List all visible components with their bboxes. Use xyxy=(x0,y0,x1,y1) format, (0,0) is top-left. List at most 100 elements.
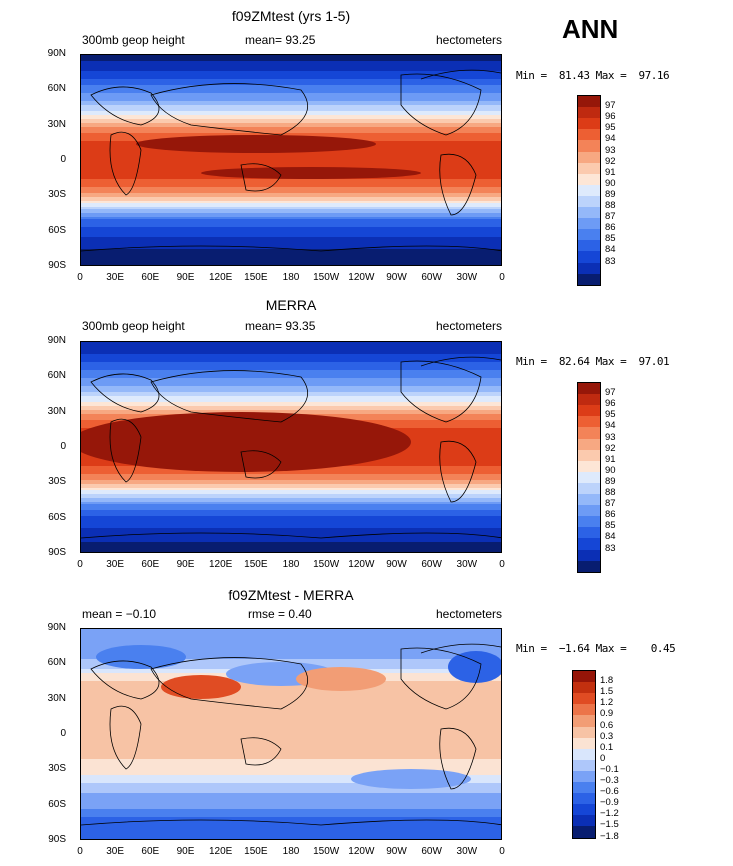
colorbar-swatch xyxy=(578,162,600,175)
field-band xyxy=(81,131,501,134)
field-band xyxy=(81,360,501,363)
field-band xyxy=(81,739,501,742)
field-band xyxy=(81,133,501,136)
lon-tick-label: 90E xyxy=(176,559,195,570)
coastline xyxy=(81,532,501,539)
lon-tick-label: 0 xyxy=(499,272,505,283)
coastline xyxy=(400,360,482,423)
lat-tick-label: 30S xyxy=(48,763,66,775)
field-band xyxy=(81,63,501,66)
map-field xyxy=(81,55,501,265)
field-band xyxy=(81,785,501,788)
min-max-readout: Min = −1.64 Max = 0.45 xyxy=(516,642,676,655)
lon-tick-label: 150W xyxy=(313,272,340,283)
field-band xyxy=(81,247,501,250)
field-band xyxy=(81,504,501,507)
colorbar-swatch xyxy=(578,184,600,197)
coastline xyxy=(439,153,477,216)
lon-tick-label: 180 xyxy=(282,846,300,857)
colorbar-label: 94 xyxy=(605,420,616,432)
field-band xyxy=(81,643,501,646)
field-band xyxy=(81,197,501,200)
field-band xyxy=(81,81,501,84)
field-band xyxy=(81,243,501,246)
field-band xyxy=(81,404,501,407)
field-band xyxy=(81,687,501,690)
lon-tick-label: 90W xyxy=(386,272,407,283)
colorbar-swatch xyxy=(578,505,600,517)
field-band xyxy=(81,799,501,802)
left-label: 300mb geop height xyxy=(82,319,185,333)
field-band xyxy=(81,552,502,553)
field-band xyxy=(81,819,501,822)
lon-tick-label: 60E xyxy=(141,272,160,283)
field-band xyxy=(81,356,501,359)
coastline xyxy=(400,647,482,710)
field-band xyxy=(81,155,501,158)
field-band xyxy=(81,765,501,768)
lon-tick-label: 90W xyxy=(386,559,407,570)
field-band xyxy=(81,647,501,650)
field-positive-region xyxy=(161,675,241,699)
lat-tick-label: 60N xyxy=(47,657,66,669)
colorbar-swatch xyxy=(573,704,595,716)
field-band xyxy=(81,69,501,72)
field-band xyxy=(81,384,501,387)
lat-tick-label: 90N xyxy=(47,335,66,346)
field-band xyxy=(81,518,501,521)
colorbar-label: 1.8 xyxy=(600,675,614,687)
field-band xyxy=(81,749,501,752)
field-band xyxy=(81,707,501,710)
field-band xyxy=(81,763,501,766)
field-band xyxy=(81,199,501,202)
field-band xyxy=(81,237,501,240)
field-band xyxy=(81,773,501,776)
field-band xyxy=(81,233,501,236)
lon-tick-label: 0 xyxy=(77,846,83,857)
field-band xyxy=(81,709,501,712)
colorbar-label: 93 xyxy=(605,431,616,443)
field-positive-region xyxy=(471,731,501,747)
field-band xyxy=(81,119,501,122)
field-band xyxy=(81,372,501,375)
coastline xyxy=(150,370,309,423)
field-band xyxy=(81,364,501,367)
lon-tick-label: 0 xyxy=(499,559,505,570)
colorbar-swatch xyxy=(578,549,600,562)
field-band xyxy=(81,827,501,830)
colorbar-swatch xyxy=(578,251,600,263)
field-band xyxy=(81,79,501,82)
field-band xyxy=(81,649,501,652)
colorbar-label: 89 xyxy=(605,475,616,487)
panel-title: MERRA xyxy=(265,297,317,313)
colorbar-swatch xyxy=(578,262,600,275)
field-band xyxy=(81,362,501,365)
lat-tick-label: 0 xyxy=(60,728,66,739)
left-label: 300mb geop height xyxy=(82,33,185,47)
coastline xyxy=(240,737,282,766)
field-band xyxy=(81,685,501,688)
field-band xyxy=(81,777,501,780)
field-band xyxy=(81,795,501,798)
colorbar-swatch xyxy=(578,427,600,439)
colorbar-label: −0.9 xyxy=(600,797,619,809)
field-band xyxy=(81,65,501,68)
field-band xyxy=(81,358,501,361)
field-negative-region xyxy=(96,645,186,669)
colorbar xyxy=(577,382,601,573)
field-band xyxy=(81,759,501,762)
field-band xyxy=(81,57,501,60)
coastline xyxy=(439,440,477,503)
field-band xyxy=(81,512,501,515)
field-band xyxy=(81,239,501,242)
colorbar-label: −0.1 xyxy=(600,763,619,775)
colorbar-swatch xyxy=(578,140,600,152)
field-band xyxy=(81,651,501,654)
colorbar-label: 0.9 xyxy=(600,708,614,720)
colorbar-label: 85 xyxy=(605,233,616,245)
colorbar-label: 0 xyxy=(600,752,606,764)
lat-tick-label: 60N xyxy=(47,370,66,382)
field-band xyxy=(81,705,501,708)
field-band xyxy=(81,524,501,527)
field-band xyxy=(81,209,501,212)
